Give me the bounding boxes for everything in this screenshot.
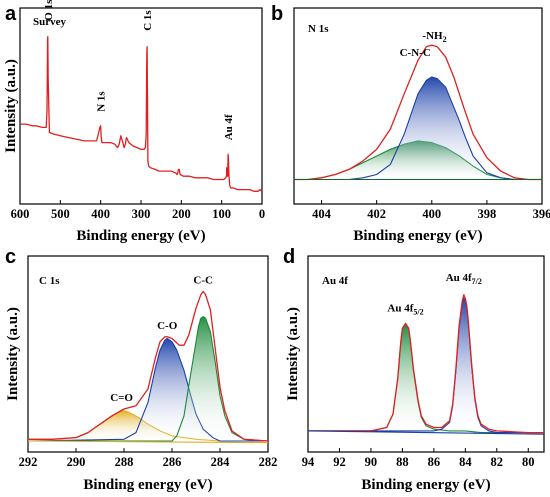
- chart-title-b: N 1s: [308, 23, 329, 35]
- chart-title-a: Survey: [33, 16, 67, 28]
- plot-frame-a: [19, 7, 263, 205]
- y-axis-label-d: Intensity (a.u.): [285, 307, 301, 401]
- annotation-a-3: Au 4f: [223, 114, 235, 140]
- annotation-a-1: N 1s: [96, 91, 108, 112]
- series-line-d-3: [307, 430, 545, 435]
- series-fill-d-0: [308, 325, 544, 433]
- annotation-d-0: Au 4f5/2: [387, 302, 423, 316]
- tick-layer-a: 600 500 400 300 200 100 0: [11, 200, 265, 221]
- x-tick-label-b-0: 404: [312, 207, 332, 221]
- x-tick-label-d-3: 88: [396, 455, 409, 469]
- x-tick-label-d-7: 80: [522, 455, 535, 469]
- series-line-b-1: [294, 76, 542, 181]
- annotation-c-1: C-O: [157, 320, 178, 332]
- series-line-d-0: [308, 324, 544, 434]
- x-tick-label-c-2: 288: [115, 455, 134, 469]
- x-axis-label-d: Binding energy (eV): [361, 477, 490, 493]
- annotation-d-1: Au 4f7/2: [446, 272, 482, 286]
- series-line-c-3: [28, 290, 269, 442]
- series-line-c-2: [28, 316, 269, 442]
- panel-c-c1s: c C 1s 292 290 288 286 284 282 C=O C-O C-C Bind…: [5, 246, 277, 493]
- panel-b-n1s: b N 1s 404 402 400 398 396 -NH2 C-N-C Binding…: [271, 3, 550, 244]
- series-layer-b: [294, 44, 542, 181]
- tick-layer-d: 94 92 90 88 86 84 82 80: [302, 448, 535, 469]
- annotation-b-1: C-N-C: [400, 47, 431, 59]
- annotation-b-0: -NH2: [422, 30, 446, 44]
- series-line-d-2: [308, 294, 544, 434]
- x-tick-label-a-4: 200: [172, 207, 191, 221]
- x-tick-label-a-6: 0: [259, 207, 265, 221]
- x-axis-label-c: Binding energy (eV): [83, 477, 212, 493]
- x-tick-label-d-2: 90: [365, 455, 378, 469]
- x-tick-label-c-3: 286: [163, 455, 182, 469]
- series-line-a-0: [20, 36, 263, 192]
- x-tick-label-b-4: 396: [533, 207, 550, 221]
- x-tick-label-c-5: 282: [259, 455, 278, 469]
- panel-a-survey: a Survey 600 500 400 300 200 100 0 O 1s N 1s C 1…: [3, 0, 265, 244]
- x-tick-label-d-6: 82: [491, 455, 504, 469]
- series-layer-c: [27, 290, 269, 444]
- plot-frame-c: [27, 255, 269, 453]
- x-axis-label-a: Binding energy (eV): [76, 228, 205, 244]
- annotation-a-0: O 1s: [43, 0, 55, 21]
- annotation-layer-a: O 1s N 1s C 1s Au 4f: [43, 0, 235, 140]
- plot-frame-b: [293, 7, 543, 205]
- panel-letter-b: b: [271, 3, 283, 25]
- panel-letter-c: c: [5, 246, 16, 268]
- x-tick-label-d-4: 86: [428, 455, 441, 469]
- y-axis-label-c: Intensity (a.u.): [5, 307, 21, 401]
- annotation-layer-d: Au 4f5/2 Au 4f7/2: [387, 272, 482, 317]
- x-tick-label-d-5: 84: [459, 455, 472, 469]
- panel-letter-a: a: [5, 3, 17, 25]
- x-tick-label-a-5: 100: [212, 207, 231, 221]
- x-tick-label-a-2: 400: [91, 207, 110, 221]
- series-fill-c-2: [28, 316, 268, 441]
- x-tick-label-c-4: 284: [211, 455, 231, 469]
- annotation-c-2: C-C: [193, 274, 213, 286]
- x-tick-label-a-3: 300: [132, 207, 151, 221]
- x-tick-label-d-0: 94: [302, 455, 315, 469]
- series-fill-c-1: [28, 338, 268, 441]
- tick-layer-c: 292 290 288 286 284 282: [19, 448, 278, 469]
- series-fill-d-1: [308, 298, 544, 433]
- series-layer-a: [20, 36, 263, 192]
- chart-title-d: Au 4f: [322, 275, 348, 287]
- series-line-c-4: [27, 440, 269, 444]
- y-axis-label-a: Intensity (a.u.): [3, 59, 19, 153]
- x-tick-label-b-2: 400: [422, 207, 441, 221]
- x-tick-label-b-1: 402: [367, 207, 386, 221]
- panel-d-au4f: d Au 4f 94 92 90 88 86 84 82 80 Au 4f5/2 Au 4f7/…: [283, 246, 545, 493]
- panel-letter-d: d: [283, 246, 295, 268]
- x-tick-label-a-0: 600: [11, 207, 30, 221]
- x-tick-label-b-3: 398: [478, 207, 497, 221]
- chart-title-c: C 1s: [39, 275, 60, 287]
- x-axis-label-b: Binding energy (eV): [353, 228, 482, 244]
- series-layer-d: [307, 294, 545, 435]
- x-tick-label-a-1: 500: [51, 207, 70, 221]
- annotation-a-2: C 1s: [142, 10, 154, 31]
- annotation-layer-b: -NH2 C-N-C: [400, 30, 447, 59]
- series-fill-b-1: [294, 77, 542, 180]
- annotation-layer-c: C=O C-O C-C: [110, 274, 213, 404]
- x-tick-label-c-1: 290: [67, 455, 86, 469]
- x-tick-label-c-0: 292: [19, 455, 38, 469]
- annotation-c-0: C=O: [110, 392, 133, 404]
- plot-frame-d: [307, 255, 545, 453]
- series-line-d-1: [308, 297, 544, 434]
- series-line-b-2: [294, 44, 542, 181]
- tick-layer-b: 404 402 400 398 396: [312, 200, 550, 221]
- x-tick-label-d-1: 92: [333, 455, 346, 469]
